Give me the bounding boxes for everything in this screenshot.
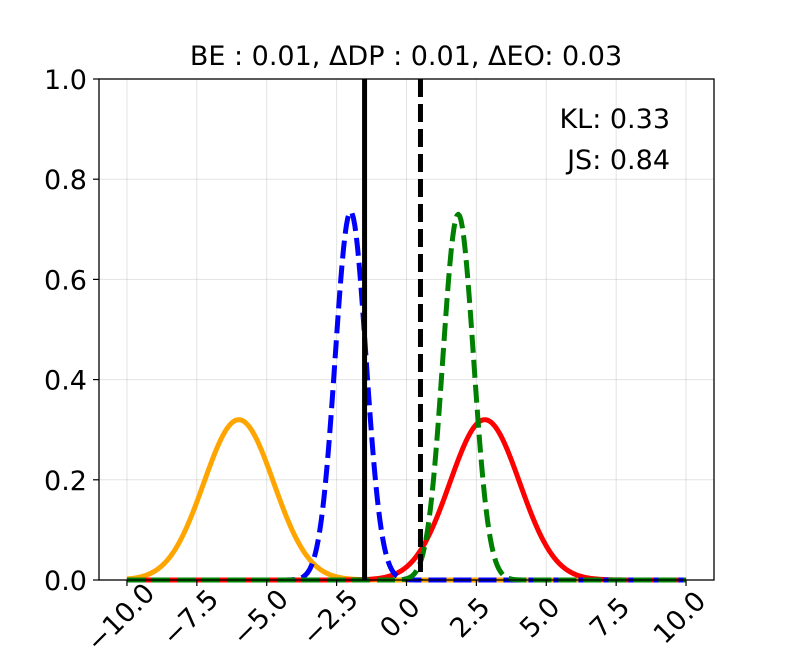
x-tick-label: 2.5 bbox=[444, 592, 496, 644]
x-tick-label: 7.5 bbox=[584, 592, 636, 644]
chart-title: BE : 0.01, ΔDP : 0.01, ΔEO: 0.03 bbox=[190, 41, 622, 72]
x-tick-label: −10.0 bbox=[81, 578, 161, 653]
y-tick-label: 1.0 bbox=[44, 65, 87, 96]
y-tick-label: 0.4 bbox=[44, 366, 87, 397]
x-tick-label: −7.5 bbox=[157, 584, 225, 652]
x-tick-label: 10.0 bbox=[648, 586, 712, 650]
x-tick-label: −5.0 bbox=[227, 584, 295, 652]
kl-annotation: KL: 0.33 bbox=[559, 104, 670, 135]
js-annotation: JS: 0.84 bbox=[565, 145, 670, 176]
grid bbox=[99, 79, 714, 580]
y-tick-label: 0.8 bbox=[44, 165, 87, 196]
x-tick-label: −2.5 bbox=[296, 584, 364, 652]
x-tick-label: 5.0 bbox=[514, 592, 566, 644]
y-tick-label: 0.2 bbox=[44, 466, 87, 497]
x-tick-label: 0.0 bbox=[374, 592, 426, 644]
y-tick-label: 0.6 bbox=[44, 265, 87, 296]
vertical-lines bbox=[362, 79, 423, 580]
y-tick-label: 0.0 bbox=[44, 566, 87, 597]
